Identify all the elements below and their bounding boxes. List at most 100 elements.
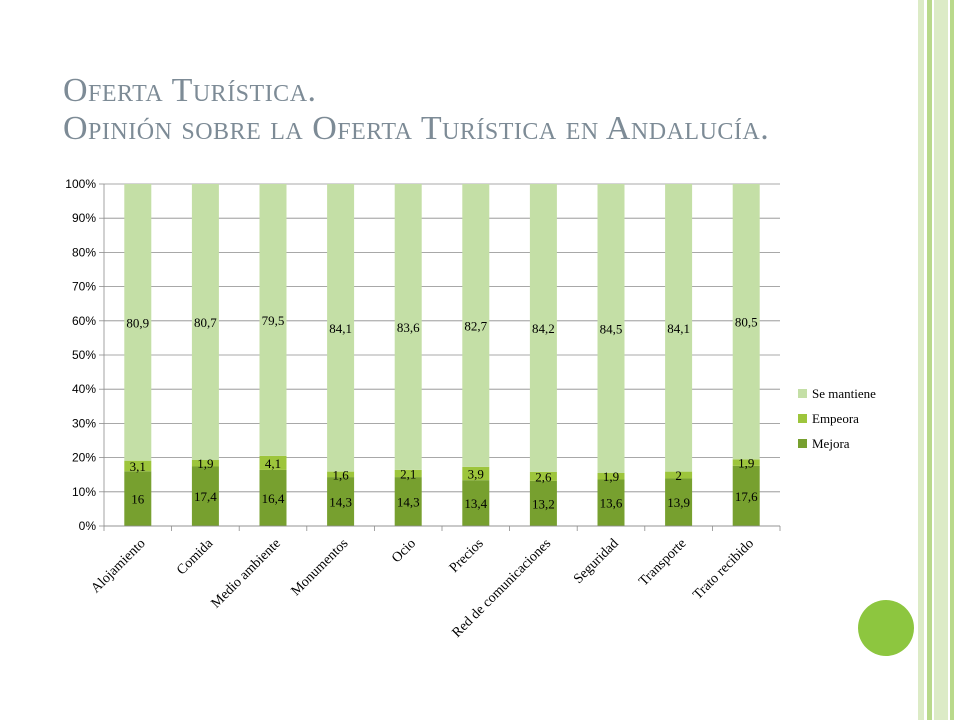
- x-category-label: Medio ambiente: [209, 536, 284, 611]
- bar-se-mantiene: [732, 184, 760, 460]
- x-category-label: Transporte: [636, 536, 689, 589]
- legend-swatch: [798, 414, 807, 423]
- data-labels: 16 3,1 80,9 17,4 1,9 80,7 16,4 4,1 79,5 14,3 1,6 84…: [126, 313, 758, 511]
- data-label: 84,1: [329, 321, 352, 336]
- bar-empeora: [462, 466, 490, 481]
- data-label: 1,9: [197, 456, 213, 471]
- data-label: 1,6: [332, 467, 349, 482]
- decorative-circle: [858, 600, 914, 656]
- data-label: 80,7: [194, 315, 217, 330]
- x-category-label: Monumentos: [289, 536, 352, 599]
- bar-empeora: [259, 455, 287, 470]
- data-label: 79,5: [262, 313, 285, 328]
- bar-se-mantiene: [259, 184, 287, 456]
- data-label: 13,9: [667, 495, 690, 510]
- data-label: 13,4: [464, 496, 487, 511]
- bar-mejora: [597, 479, 625, 526]
- y-tick-label: 70%: [72, 280, 96, 294]
- slide-title-line-2: Opinión sobre la Oferta Turística en And…: [63, 110, 770, 147]
- data-label: 16: [131, 492, 145, 507]
- data-label: 84,2: [532, 321, 555, 336]
- data-label: 16,4: [262, 491, 285, 506]
- chart-legend: Se mantiene Empeora Mejora: [798, 386, 876, 451]
- y-tick-label: 50%: [72, 348, 96, 362]
- y-tick-label: 100%: [65, 177, 96, 191]
- bar-empeora: [124, 460, 152, 472]
- data-label: 17,4: [194, 489, 217, 504]
- data-label: 83,6: [397, 320, 420, 335]
- data-label: 17,6: [735, 489, 758, 504]
- bar-empeora: [665, 471, 693, 479]
- data-label: 14,3: [397, 495, 420, 510]
- data-label: 82,7: [464, 318, 487, 333]
- legend-swatch: [798, 389, 807, 398]
- x-category-label: Precios: [447, 536, 487, 576]
- data-label: 84,1: [667, 321, 690, 336]
- bar-mejora: [124, 471, 152, 526]
- data-label: 80,5: [735, 315, 758, 330]
- data-label: 3,1: [130, 459, 146, 474]
- x-category-label: Alojamiento: [89, 536, 149, 596]
- data-label: 2,6: [535, 469, 552, 484]
- bar-se-mantiene: [665, 184, 693, 472]
- bar-mejora: [259, 469, 287, 526]
- data-label: 1,9: [738, 456, 754, 471]
- data-label: 80,9: [126, 315, 149, 330]
- bar-mejora: [462, 480, 490, 526]
- bar-se-mantiene: [394, 184, 422, 470]
- bar-se-mantiene: [124, 184, 152, 461]
- x-category-label: Seguridad: [571, 536, 622, 587]
- slide-title: Oferta Turística. Opinión sobre la Ofert…: [63, 72, 903, 148]
- accent-stripe-1: [918, 0, 924, 720]
- accent-stripe-3: [934, 0, 948, 720]
- bar-se-mantiene: [462, 184, 490, 467]
- legend-label: Empeora: [812, 411, 859, 426]
- bar-mejora: [732, 465, 760, 526]
- slide-title-line-1: Oferta Turística.: [63, 72, 317, 109]
- x-category-label: Trato recibido: [690, 536, 757, 603]
- y-tick-label: 0%: [79, 519, 97, 533]
- data-label: 1,9: [603, 469, 619, 484]
- data-label: 13,6: [600, 496, 623, 511]
- bar-se-mantiene: [191, 184, 219, 460]
- x-category-label: Ocio: [389, 536, 419, 566]
- bar-empeora: [191, 459, 219, 467]
- y-tick-label: 20%: [72, 451, 96, 465]
- legend-label: Mejora: [812, 436, 850, 451]
- data-label: 14,3: [329, 495, 352, 510]
- bar-mejora: [394, 477, 422, 526]
- data-label: 4,1: [265, 456, 281, 471]
- bar-se-mantiene: [327, 184, 355, 472]
- accent-stripe-4: [950, 0, 954, 720]
- chart-bars: [124, 184, 760, 526]
- y-axis: 0% 10% 20% 30% 40% 50% 60% 70% 80% 90% 100%: [65, 177, 105, 533]
- y-tick-label: 40%: [72, 382, 96, 396]
- data-label: 13,2: [532, 496, 555, 511]
- bar-empeora: [597, 472, 625, 480]
- data-label: 2: [675, 468, 682, 483]
- data-label: 3,9: [468, 467, 484, 482]
- bar-empeora: [732, 459, 760, 466]
- bar-empeora: [529, 471, 557, 481]
- data-label: 84,5: [600, 321, 623, 336]
- x-category-label: Comida: [174, 536, 217, 579]
- legend-swatch: [798, 439, 807, 448]
- y-tick-label: 10%: [72, 485, 96, 499]
- y-tick-label: 30%: [72, 416, 96, 430]
- y-tick-label: 80%: [72, 245, 96, 259]
- bar-mejora: [191, 466, 219, 526]
- bar-empeora: [394, 469, 422, 478]
- legend-label: Se mantiene: [812, 386, 876, 401]
- bar-mejora: [327, 477, 355, 526]
- bar-se-mantiene: [597, 184, 625, 473]
- bar-empeora: [327, 471, 355, 478]
- accent-stripe-2: [927, 0, 932, 720]
- bar-mejora: [529, 480, 557, 526]
- bar-se-mantiene: [529, 184, 557, 472]
- data-label: 2,1: [400, 467, 416, 482]
- y-tick-label: 90%: [72, 211, 96, 225]
- y-tick-label: 60%: [72, 314, 96, 328]
- bar-mejora: [665, 478, 693, 526]
